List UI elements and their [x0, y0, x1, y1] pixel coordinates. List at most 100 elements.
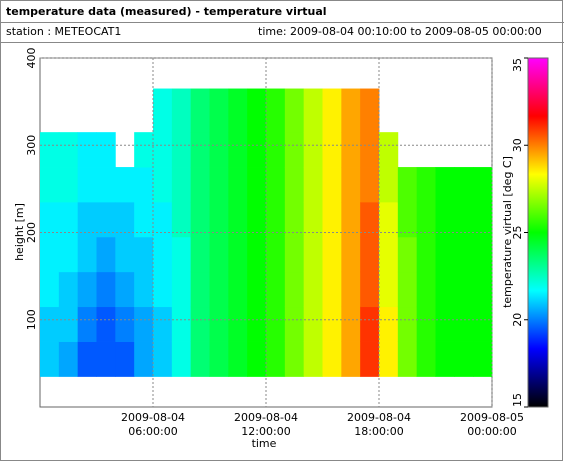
x-tick-label: 2009-08-05 00:00:00 — [460, 411, 524, 438]
cell — [77, 271, 97, 308]
cell — [266, 271, 286, 308]
cell — [247, 132, 267, 168]
cell — [58, 271, 79, 308]
cell — [228, 201, 248, 238]
cell — [115, 167, 135, 203]
cell — [171, 132, 192, 168]
cell — [360, 88, 380, 133]
cell — [77, 132, 97, 168]
cell — [209, 341, 229, 377]
cell — [322, 88, 342, 133]
cell — [416, 236, 436, 273]
cell — [228, 341, 248, 377]
cell — [247, 201, 267, 238]
cell — [58, 341, 79, 377]
cell — [115, 236, 135, 273]
cell — [473, 271, 493, 308]
cell — [379, 271, 399, 308]
cell — [341, 201, 361, 238]
cell — [58, 132, 79, 168]
cell — [190, 201, 210, 238]
cell — [266, 167, 286, 203]
cell — [397, 306, 418, 342]
y-tick-label: 100 — [25, 309, 38, 330]
cell — [303, 132, 323, 168]
colorbar-tick-label: 30 — [511, 138, 524, 152]
cell — [58, 201, 79, 238]
cell — [77, 236, 97, 273]
cell — [58, 306, 79, 342]
cell — [40, 306, 60, 342]
cell — [96, 167, 116, 203]
cell — [171, 236, 192, 273]
x-tick-label: 2009-08-04 12:00:00 — [234, 411, 298, 438]
cell — [77, 167, 97, 203]
y-tick-label: 200 — [25, 222, 38, 243]
title: temperature data (measured) - temperatur… — [6, 5, 327, 18]
cell — [40, 201, 60, 238]
cell — [115, 341, 135, 377]
cell — [134, 271, 154, 308]
cell — [96, 201, 116, 238]
cell — [435, 341, 455, 377]
cell — [190, 271, 210, 308]
cell — [228, 271, 248, 308]
cell — [379, 306, 399, 342]
cell — [322, 132, 342, 168]
cell — [266, 306, 286, 342]
cell — [153, 132, 173, 168]
cell — [209, 167, 229, 203]
cell — [153, 341, 173, 377]
y-tick-label: 400 — [25, 48, 38, 69]
cell — [247, 271, 267, 308]
cell — [284, 341, 305, 377]
cell — [454, 236, 474, 273]
cell — [209, 236, 229, 273]
cell — [303, 167, 323, 203]
cell — [77, 201, 97, 238]
cell — [284, 167, 305, 203]
cell — [284, 132, 305, 168]
cell — [360, 236, 380, 273]
colorbar — [527, 57, 549, 408]
cell — [266, 201, 286, 238]
colorbar-tick-label: 25 — [511, 226, 524, 240]
cell — [360, 132, 380, 168]
x-axis-label: time — [252, 437, 277, 450]
cell — [454, 167, 474, 203]
cell — [284, 236, 305, 273]
cell — [435, 306, 455, 342]
cell — [322, 306, 342, 342]
cell — [303, 306, 323, 342]
cell — [303, 201, 323, 238]
cell — [303, 236, 323, 273]
cell — [416, 341, 436, 377]
cell — [397, 236, 418, 273]
period: time: 2009-08-04 00:10:00 to 2009-08-05 … — [258, 25, 542, 38]
cell — [416, 306, 436, 342]
colorbar-tick-label: 35 — [511, 58, 524, 72]
cell — [77, 341, 97, 377]
cell — [77, 306, 97, 342]
cell — [454, 201, 474, 238]
cell — [266, 88, 286, 133]
colorbar-tick-label: 20 — [511, 313, 524, 327]
cell — [228, 132, 248, 168]
cell — [228, 88, 248, 133]
cell — [134, 306, 154, 342]
cell — [40, 132, 60, 168]
cell — [209, 271, 229, 308]
cell — [397, 271, 418, 308]
cell — [341, 132, 361, 168]
cell — [454, 341, 474, 377]
cell — [247, 236, 267, 273]
cell — [322, 167, 342, 203]
cell — [171, 201, 192, 238]
cell — [360, 167, 380, 203]
cell — [171, 306, 192, 342]
cell — [322, 201, 342, 238]
cell — [115, 271, 135, 308]
cell — [58, 167, 79, 203]
cell — [379, 167, 399, 203]
cell — [209, 132, 229, 168]
